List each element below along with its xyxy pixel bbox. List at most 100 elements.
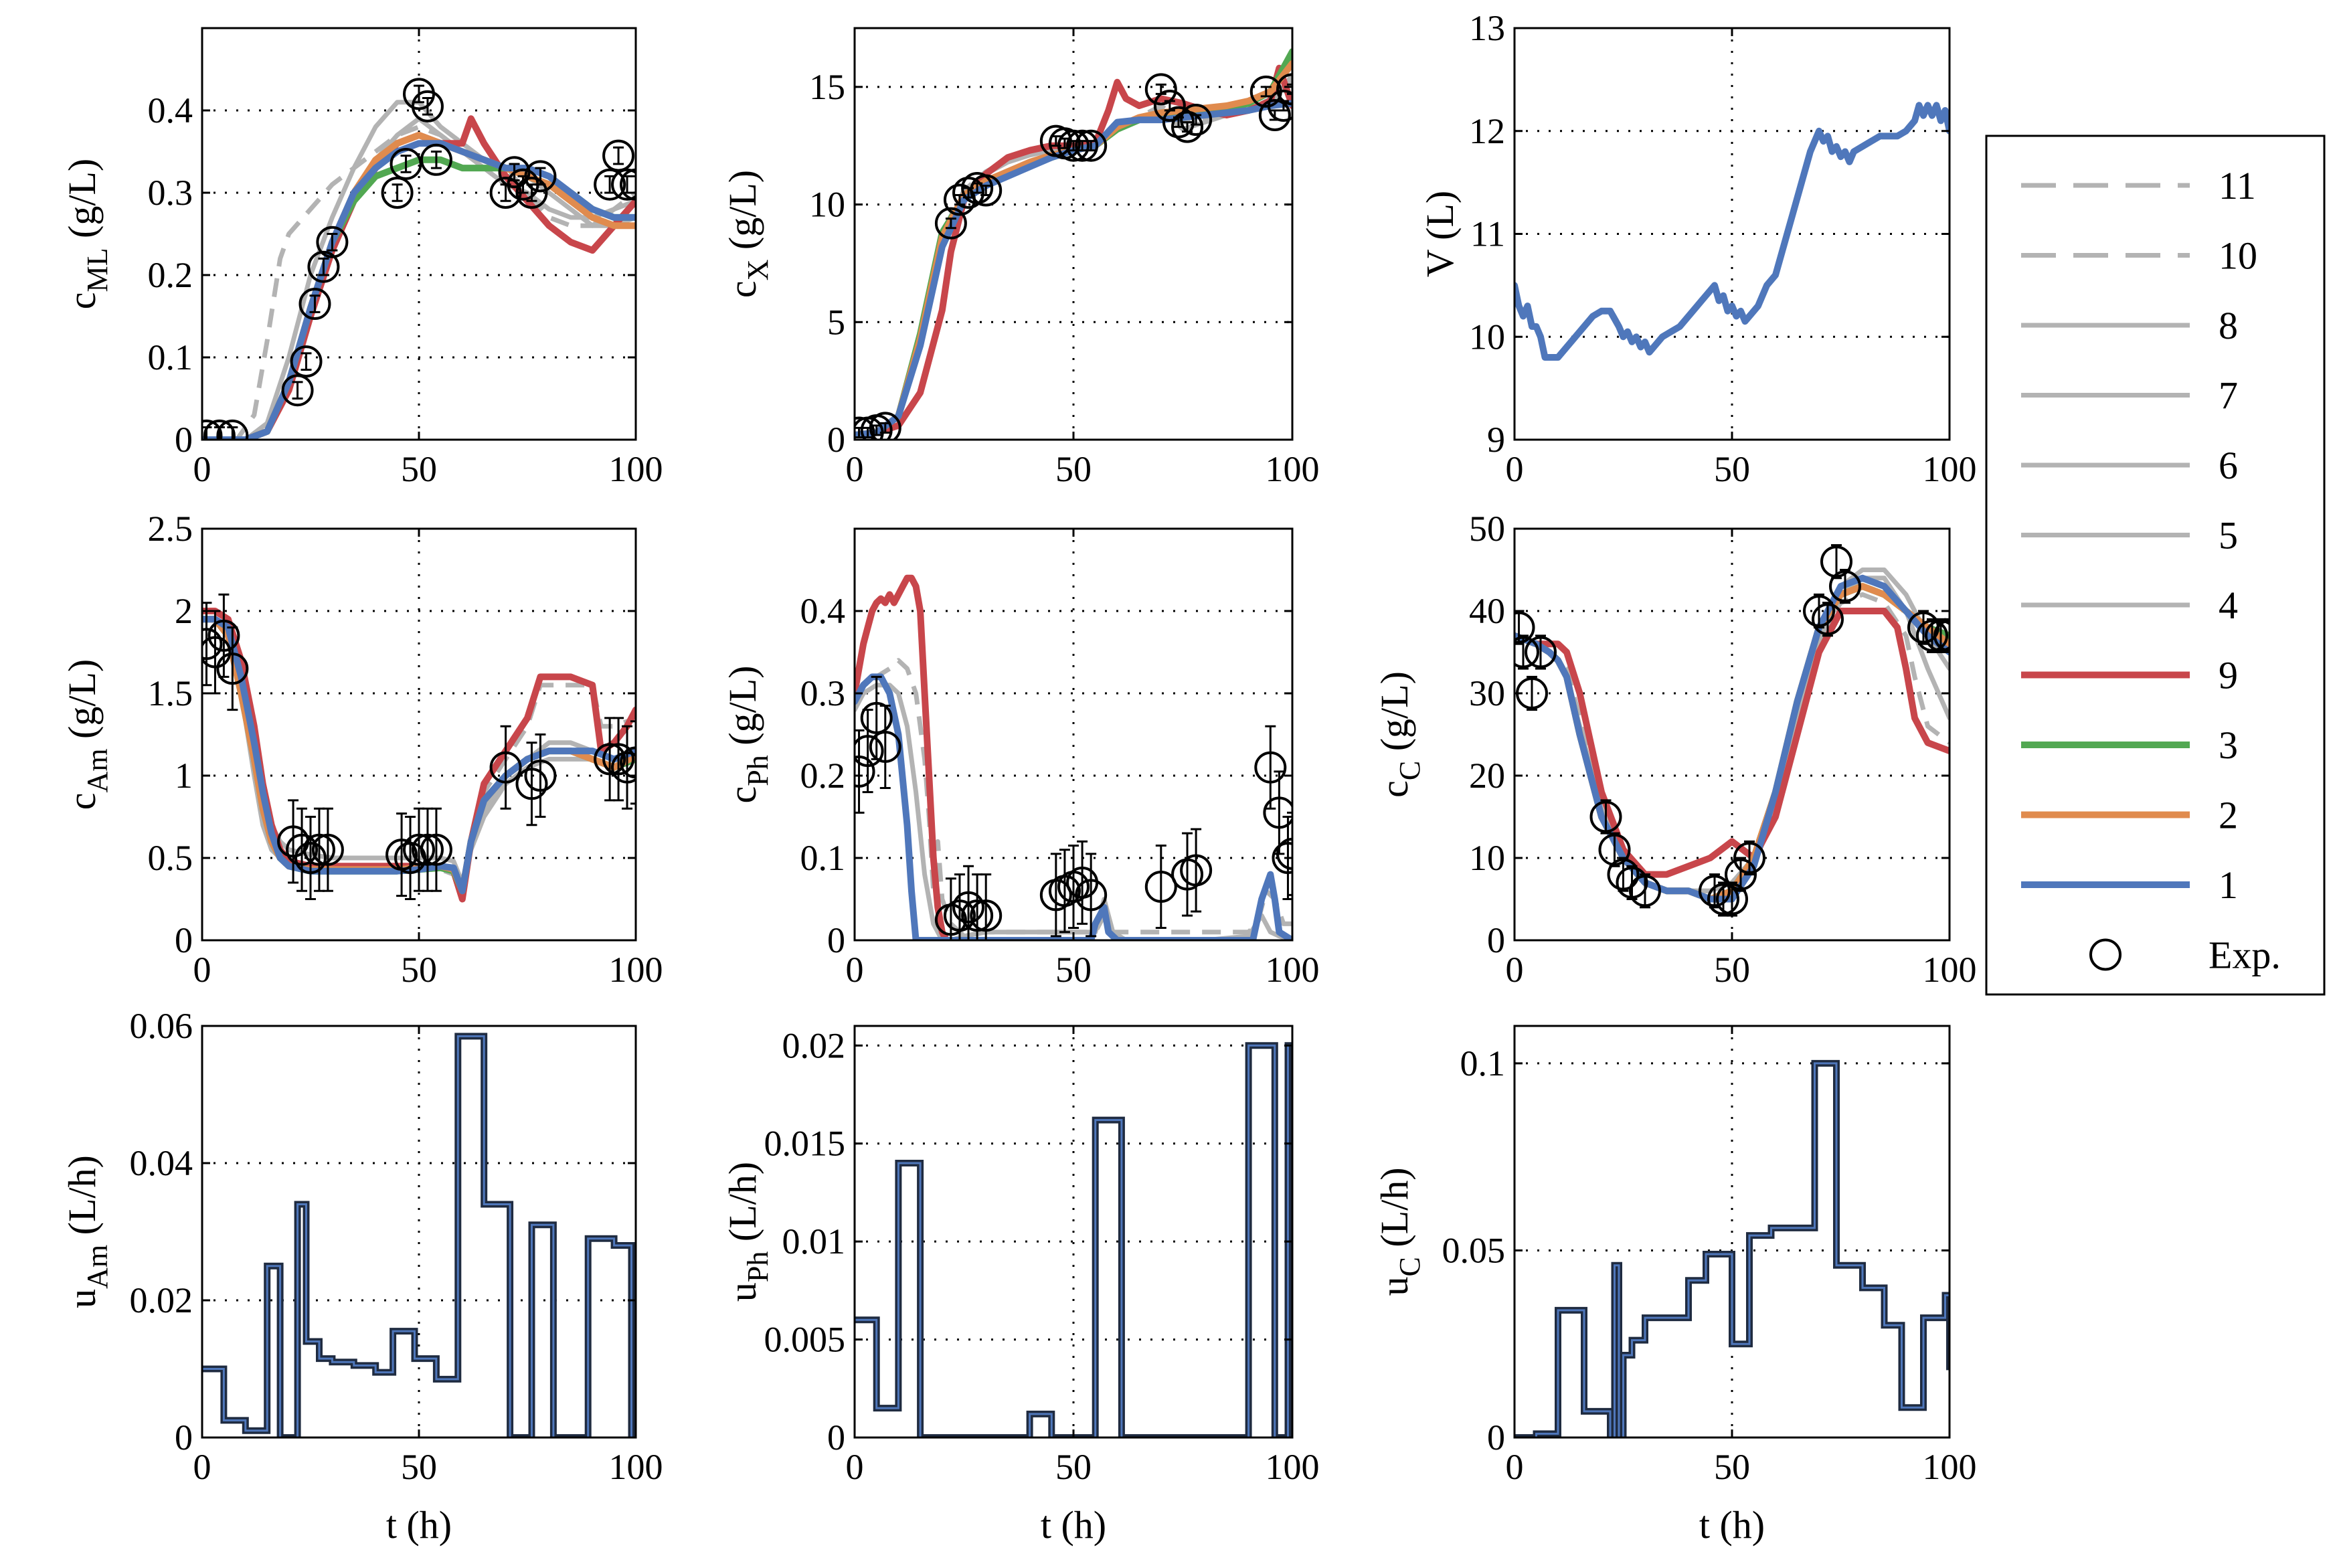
- y-axis-label-unit: (L/h): [60, 1155, 104, 1245]
- series-group: [202, 1033, 636, 1438]
- legend-label: Exp.: [2209, 934, 2281, 977]
- y-axis-label-main: u: [721, 1282, 764, 1302]
- panel-cML: 0 50 100 0 0.1 0.2 0.3 0.4 cML (g/L): [60, 27, 663, 489]
- y-tick-label: 0.015: [764, 1124, 846, 1164]
- legend-label: 11: [2219, 164, 2256, 207]
- panel-cAm: 0 50 100 0 0.5 1 1.5 2 2.5 cAm (g/L): [60, 509, 663, 990]
- y-axis-label-sub: X: [742, 260, 774, 281]
- legend-box: [1985, 135, 2326, 996]
- x-tick-label: 0: [846, 950, 864, 990]
- y-tick-label: 0.5: [148, 838, 193, 878]
- exp-point: [594, 743, 626, 776]
- y-tick-label: 0: [175, 1417, 193, 1458]
- y-tick-label: 0: [827, 920, 845, 960]
- exp-point: [216, 652, 249, 685]
- x-tick-label: 100: [609, 1447, 663, 1487]
- exp-point: [290, 345, 323, 378]
- x-tick-label: 100: [1923, 1447, 1977, 1487]
- exp-point: [1075, 129, 1108, 162]
- exp-point: [1258, 99, 1291, 132]
- y-tick-label: 0.1: [148, 337, 193, 377]
- exp-point: [860, 701, 893, 734]
- exp-point: [1075, 879, 1108, 911]
- y-tick-label: 0.02: [782, 1025, 846, 1065]
- exp-point: [970, 174, 1003, 207]
- panel-cC: 0 50 100 0 10 20 30 40 50 cC (g/L): [1373, 509, 1977, 990]
- y-axis-label: uPh (L/h): [721, 1162, 774, 1302]
- y-tick-label: 0.3: [148, 173, 193, 213]
- exp-point: [1254, 751, 1287, 784]
- exp-point: [216, 419, 249, 440]
- exp-point: [1699, 875, 1731, 907]
- panel-uAm: 0 50 100 0 0.02 0.04 0.06 uAm (L/h) t (h): [60, 1006, 663, 1547]
- x-tick-label: 50: [1055, 1447, 1092, 1487]
- exp-point: [602, 139, 635, 172]
- x-tick-label: 100: [1266, 449, 1320, 489]
- y-axis-label-sub: C: [1393, 1257, 1426, 1276]
- exp-point: [1272, 842, 1292, 874]
- legend-entry: 8: [2021, 304, 2238, 347]
- y-tick-label: 0.02: [130, 1280, 193, 1320]
- y-axis-label-main: c: [721, 786, 764, 804]
- series-line-inner: [1514, 1062, 1950, 1438]
- x-tick-label: 100: [1266, 950, 1320, 990]
- y-axis-label: cC (g/L): [1373, 671, 1426, 798]
- exp-point: [1607, 858, 1640, 891]
- series-line-1: [1514, 102, 1950, 361]
- x-tick-label: 50: [401, 1447, 437, 1487]
- y-tick-label: 0.1: [1460, 1043, 1506, 1083]
- legend-label: 9: [2219, 654, 2238, 697]
- series-line-1: [855, 673, 1292, 940]
- exp-point: [1153, 89, 1186, 122]
- exp-point: [302, 833, 335, 866]
- exp-point: [855, 755, 875, 788]
- y-tick-label: 0.05: [1442, 1230, 1506, 1270]
- series-line-1: [202, 616, 636, 895]
- y-tick-label: 9: [1487, 420, 1505, 460]
- exp-point: [1180, 854, 1213, 887]
- exp-point: [281, 374, 314, 407]
- exp-point: [1716, 883, 1748, 916]
- y-tick-label: 0.04: [130, 1143, 193, 1183]
- x-tick-label: 50: [1055, 950, 1092, 990]
- y-tick-label: 0.2: [800, 756, 846, 796]
- exp-point: [515, 177, 548, 209]
- legend-entry: 6: [2021, 444, 2238, 487]
- exp-point: [1820, 545, 1852, 578]
- series-line-9: [1514, 608, 1950, 878]
- y-axis-label-unit: (L/h): [1373, 1167, 1416, 1257]
- exp-point: [594, 168, 626, 201]
- y-tick-label: 15: [809, 67, 845, 107]
- y-tick-label: 0: [1487, 920, 1505, 960]
- y-tick-label: 12: [1469, 111, 1505, 151]
- legend-label: 7: [2219, 374, 2238, 418]
- y-tick-label: 0: [175, 920, 193, 960]
- exp-point: [1916, 619, 1948, 652]
- legend-label: 3: [2219, 723, 2238, 767]
- exp-point: [298, 288, 331, 321]
- y-tick-label: 0.4: [800, 591, 846, 631]
- y-axis-label: cX (g/L): [721, 170, 774, 298]
- series-line-10: [1514, 592, 1950, 893]
- exp-point: [1144, 73, 1177, 106]
- exp-point: [952, 891, 985, 924]
- exp-point: [943, 899, 976, 932]
- exp-point: [1066, 129, 1099, 162]
- legend-label: 10: [2219, 234, 2257, 278]
- series-line-10: [202, 124, 636, 440]
- exp-point: [381, 177, 414, 209]
- legend-entry: 3: [2021, 723, 2238, 767]
- x-tick-label: 0: [193, 449, 211, 489]
- y-tick-label: 10: [1469, 838, 1505, 878]
- legend-marker: [2089, 938, 2122, 971]
- exp-points: [855, 675, 1292, 940]
- y-tick-label: 0.06: [130, 1006, 193, 1046]
- x-axis-label: t (h): [1041, 1503, 1106, 1547]
- y-tick-label: 0.4: [148, 90, 193, 130]
- exp-point: [1933, 619, 1950, 652]
- legend-entry: 11: [2021, 164, 2256, 207]
- exp-point: [311, 833, 344, 866]
- y-tick-label: 5: [827, 302, 845, 342]
- series-group: [1514, 102, 1950, 361]
